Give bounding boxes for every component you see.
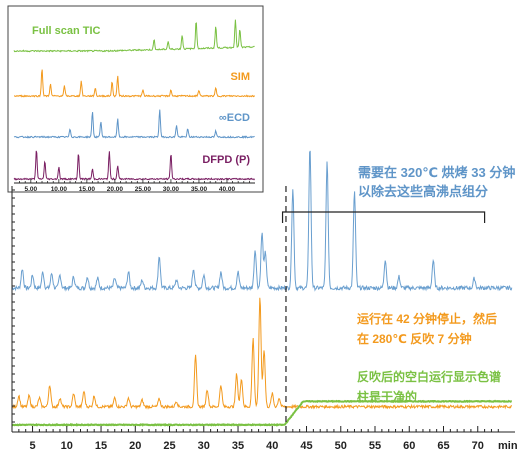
inset-label-sim: SIM — [230, 71, 250, 83]
x-tick-label: 10 — [61, 440, 73, 452]
stop-note-line1: 运行在 42 分钟停止，然后 — [357, 311, 497, 326]
bake-note-line2: 以除去这些高沸点组分 — [358, 184, 488, 199]
inset-tick-label: 10.00 — [51, 186, 68, 193]
main-traces — [11, 150, 513, 427]
x-tick-label: 60 — [403, 440, 415, 452]
inset-traces — [13, 19, 256, 181]
inset-tick-label: 30.00 — [163, 186, 180, 193]
x-tick-label: 50 — [335, 440, 347, 452]
inset-trace-sim — [14, 69, 255, 98]
inset-label-dfpd: DFPD (P) — [202, 154, 250, 166]
trace-1 — [11, 297, 513, 410]
x-tick-label: 20 — [129, 440, 141, 452]
x-tick-label: 65 — [437, 440, 449, 452]
main-axis: 5 10 15 20 25 30 35 40 45 50 55 60 65 70 — [12, 189, 499, 452]
high-boiler-bracket — [281, 211, 486, 223]
inset-tick-label: 35.00 — [191, 186, 208, 193]
inset-tick-label: 15.00 — [79, 186, 96, 193]
x-tick-label: 25 — [163, 440, 175, 452]
x-tick-label: 35 — [232, 440, 244, 452]
trace-2 — [11, 399, 512, 427]
inset-axis: 5.00 10.00 15.00 20.00 25.00 30.00 35.00 40.00 — [14, 179, 255, 193]
trace-0 — [11, 150, 513, 292]
stop-note-line2: 在 280℃ 反吹 7 分钟 — [357, 331, 472, 346]
blank-note-line1: 反吹后的空白运行显示色谱 — [357, 369, 501, 384]
x-tick-label: 40 — [266, 440, 278, 452]
inset-tick-label: 5.00 — [24, 186, 37, 193]
blank-note-line2: 柱是干净的 — [357, 389, 417, 404]
inset-frame — [7, 5, 264, 193]
x-tick-label: 70 — [472, 440, 484, 452]
x-tick-label: 30 — [198, 440, 210, 452]
x-tick-label: 45 — [300, 440, 312, 452]
x-tick-label: 15 — [95, 440, 107, 452]
inset-tick-label: 20.00 — [107, 186, 124, 193]
inset-label-ecd: ∞ECD — [219, 112, 250, 124]
inset-trace-tic — [13, 19, 255, 53]
inset-trace-dfpd — [13, 150, 256, 181]
x-tick-label: 5 — [29, 440, 35, 452]
bake-note-line1: 需要在 320℃ 烘烤 33 分钟 — [358, 165, 515, 180]
inset-label-tic: Full scan TIC — [32, 25, 101, 37]
inset-trace-ecd — [13, 109, 255, 139]
x-axis-label: min — [498, 440, 518, 452]
inset-tick-label: 25.00 — [135, 186, 152, 193]
inset-tick-label: 40.00 — [219, 186, 236, 193]
x-tick-label: 55 — [369, 440, 381, 452]
